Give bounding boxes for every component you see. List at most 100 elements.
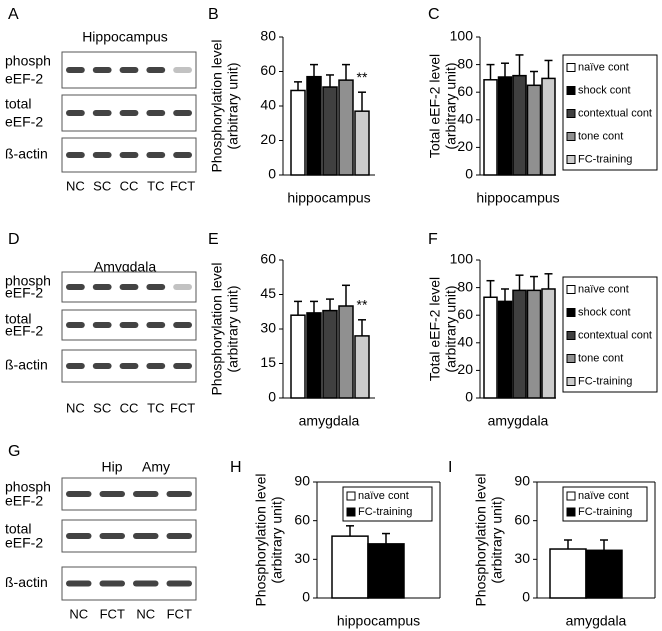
blot-band xyxy=(66,284,85,290)
blot-band xyxy=(173,363,192,369)
blot-band xyxy=(66,322,85,328)
panel-letter: B xyxy=(208,6,219,23)
bar xyxy=(497,300,513,399)
blot-band xyxy=(119,67,139,73)
y-tick-label: 20 xyxy=(457,138,473,154)
legend-swatch xyxy=(566,155,576,164)
row-label: eEF-2 xyxy=(5,114,43,130)
blot-band xyxy=(119,110,139,116)
bar xyxy=(541,77,556,176)
legend-label: FC-training xyxy=(578,153,632,165)
legend-swatch xyxy=(566,377,576,386)
bar xyxy=(331,535,369,599)
y-tick-label: 0 xyxy=(302,589,310,605)
y-tick-label: 40 xyxy=(260,97,276,113)
blot-band xyxy=(66,491,92,497)
row-label: total xyxy=(5,96,31,112)
legend-box xyxy=(562,486,648,522)
panel-letter: A xyxy=(8,6,19,23)
y-tick-label: 0 xyxy=(465,166,473,182)
blot-band xyxy=(173,67,192,73)
y-tick-label: 20 xyxy=(457,361,473,377)
lane-label: TC xyxy=(147,400,164,415)
panel-letter: G xyxy=(8,443,20,460)
y-tick-label: 40 xyxy=(457,111,473,127)
legend-label: tone cont xyxy=(578,352,623,364)
blot-band xyxy=(66,67,85,73)
legend-swatch xyxy=(346,507,356,517)
legend-label: shock cont xyxy=(578,306,631,318)
blot-band xyxy=(173,110,192,116)
blot-band xyxy=(92,110,112,116)
row-label: eEF-2 xyxy=(5,323,43,339)
legend-swatch xyxy=(346,491,356,501)
blot-band xyxy=(99,491,125,497)
lane-label: NC xyxy=(136,606,155,621)
bar xyxy=(354,110,370,176)
y-tick-label: 60 xyxy=(457,306,473,322)
group-label: Amy xyxy=(142,459,170,475)
legend-label: contextual cont xyxy=(578,107,652,119)
blot-band xyxy=(133,533,159,539)
significance: ** xyxy=(357,297,368,313)
y-tick-label: 20 xyxy=(260,131,276,147)
lane-label: CC xyxy=(120,400,139,415)
panel-letter: I xyxy=(448,459,452,476)
legend-swatch xyxy=(566,86,576,95)
blot-band xyxy=(92,67,112,73)
row-label: total xyxy=(5,521,31,537)
legend-label: naïve cont xyxy=(578,283,629,295)
legend-swatch xyxy=(566,285,576,294)
legend-swatch xyxy=(566,507,576,517)
lane-label: TC xyxy=(147,178,164,193)
bar xyxy=(322,309,338,399)
blot-band xyxy=(92,152,112,158)
y-axis-label: Total eEF-2 level xyxy=(427,277,443,381)
panel-letter: F xyxy=(428,231,438,248)
bar xyxy=(512,74,527,176)
blot-band xyxy=(119,322,139,328)
blot-band xyxy=(99,580,125,587)
blot-band xyxy=(66,110,85,116)
y-tick-label: 30 xyxy=(294,550,310,566)
y-tick-label: 0 xyxy=(268,389,276,405)
blot-band xyxy=(173,152,192,158)
bar xyxy=(585,549,623,599)
lane-label: FCT xyxy=(170,178,195,193)
legend-label: contextual cont xyxy=(578,329,652,341)
y-tick-label: 30 xyxy=(514,550,530,566)
panel-letter: D xyxy=(8,231,20,248)
group-label: Hip xyxy=(101,459,122,475)
bar xyxy=(497,76,513,176)
row-label: eEF-2 xyxy=(5,493,43,509)
row-label: eEF-2 xyxy=(5,535,43,551)
legend-swatch xyxy=(566,132,576,141)
y-axis-label: (arbitrary unit) xyxy=(443,62,459,149)
legend-swatch xyxy=(566,63,576,72)
bar xyxy=(526,84,542,176)
blot-band xyxy=(119,152,139,158)
blot-band xyxy=(92,322,112,328)
lane-label: CC xyxy=(120,178,139,193)
lane-label: FCT xyxy=(167,606,192,621)
blot-band xyxy=(99,533,125,539)
legend-label: naïve cont xyxy=(358,490,409,502)
lane-label: FCT xyxy=(100,606,125,621)
blot-band xyxy=(92,363,112,369)
legend-swatch xyxy=(566,354,576,363)
x-axis-label: amygdala xyxy=(299,413,360,429)
bar xyxy=(526,289,542,399)
y-axis-label: Phosphorylation level xyxy=(253,473,269,606)
blot-band xyxy=(166,533,192,539)
y-axis-label: (arbitrary unit) xyxy=(225,285,241,372)
bar xyxy=(367,543,405,599)
y-tick-label: 60 xyxy=(514,511,530,527)
legend-swatch xyxy=(566,331,576,340)
y-axis-label: Total eEF-2 level xyxy=(427,54,443,158)
blot-band xyxy=(66,533,92,539)
y-tick-label: 0 xyxy=(522,589,530,605)
lane-label: FCT xyxy=(170,400,195,415)
blot-band xyxy=(146,322,166,328)
blot-band xyxy=(166,580,192,587)
